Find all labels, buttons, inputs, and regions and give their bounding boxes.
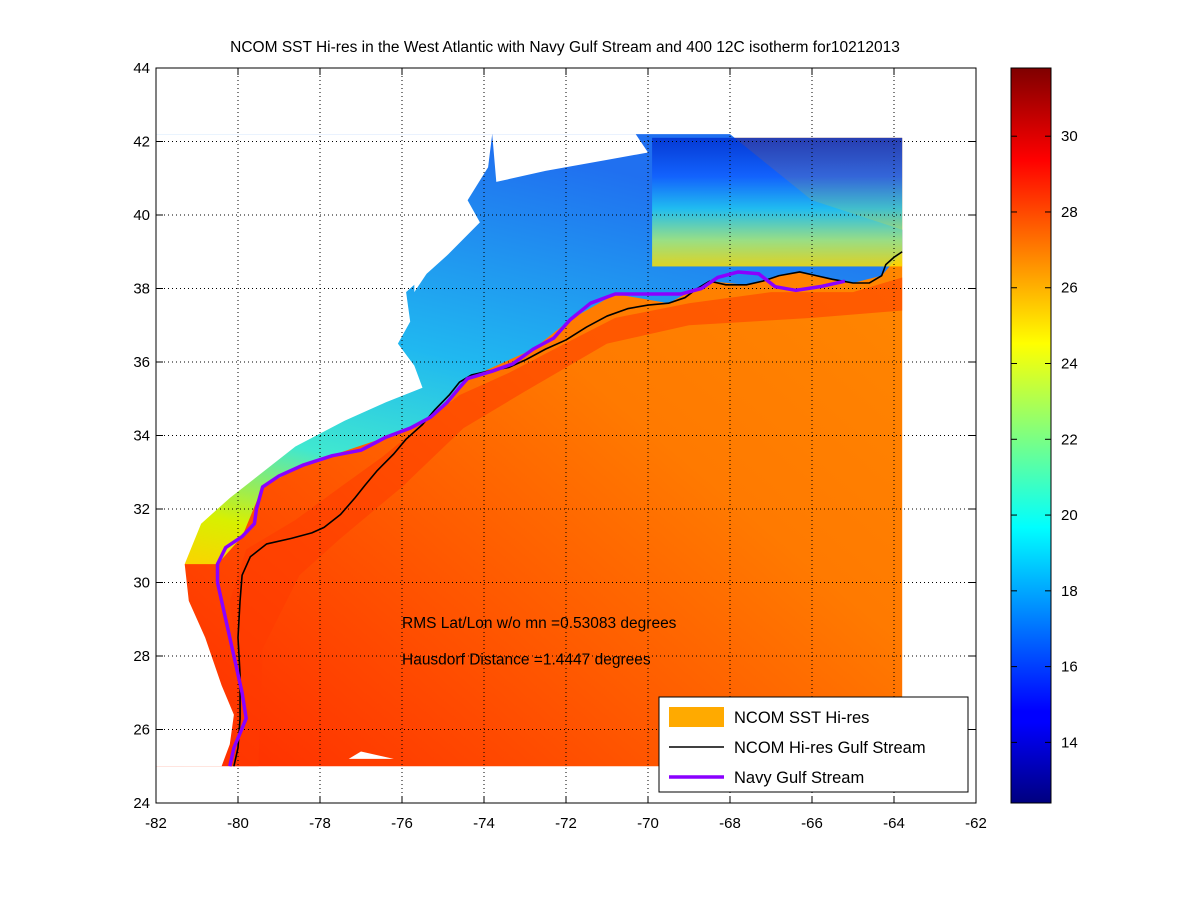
y-tick-label: 38 [133, 281, 150, 298]
colorbar-tick-label: 22 [1061, 431, 1078, 448]
x-tick-label: -64 [883, 815, 905, 832]
slope-water-band [652, 137, 903, 267]
y-tick-label: 26 [133, 722, 150, 739]
colorbar-tick-label: 26 [1061, 280, 1078, 297]
y-tick-label: 30 [133, 575, 150, 592]
y-tick-label: 44 [133, 60, 150, 77]
chart-title: NCOM SST Hi-res in the West Atlantic wit… [230, 39, 900, 56]
legend-label: NCOM Hi-res Gulf Stream [734, 739, 926, 757]
land-mask-1 [492, 134, 648, 182]
rms-annotation: RMS Lat/Lon w/o mn =0.53083 degrees [402, 615, 677, 632]
y-tick-label: 34 [133, 428, 150, 445]
colorbar-tick-label: 24 [1061, 356, 1078, 373]
y-tick-label: 42 [133, 134, 150, 151]
colorbar-tick-label: 28 [1061, 204, 1078, 221]
legend: NCOM SST Hi-res NCOM Hi-res Gulf Stream Na… [658, 696, 969, 793]
series-line-ncom-hi-res-gulf-stream [233, 251, 903, 767]
axes: -82 -80 -78 -76 -74 -72 -70 -68 -66 -64 -62 24 26 28 3… [133, 60, 987, 832]
y-tick-label: 24 [133, 795, 150, 812]
land-mask-3 [348, 751, 394, 759]
legend-label: NCOM SST Hi-res [734, 709, 869, 727]
land-mask-2 [414, 244, 427, 293]
y-tick-label: 32 [133, 501, 150, 518]
x-tick-label: -72 [555, 815, 577, 832]
x-tick-label: -76 [391, 815, 413, 832]
x-tick-label: -82 [145, 815, 167, 832]
series-line-navy-gulf-stream [215, 270, 846, 767]
colorbar-tick-label: 14 [1061, 734, 1078, 751]
colorbar-tick-label: 20 [1061, 507, 1078, 524]
land-mask-0 [156, 134, 493, 767]
colorbar: 14 16 18 20 22 24 26 28 30 [1010, 67, 1078, 804]
hausdorf-annotation: Hausdorf Distance =1.4447 degrees [402, 652, 651, 669]
legend-label: Navy Gulf Stream [734, 769, 864, 787]
x-tick-label: -62 [965, 815, 987, 832]
y-tick-label: 36 [133, 354, 150, 371]
x-tick-label: -70 [637, 815, 659, 832]
x-tick-label: -78 [309, 815, 331, 832]
grid-lines [156, 68, 976, 803]
x-tick-label: -68 [719, 815, 741, 832]
x-tick-label: -80 [227, 815, 249, 832]
x-tick-label: -74 [473, 815, 495, 832]
sst-heatmap [156, 134, 903, 767]
y-tick-label: 28 [133, 648, 150, 665]
colorbar-tick-label: 16 [1061, 659, 1078, 676]
colorbar-tick-label: 18 [1061, 583, 1078, 600]
colorbar-gradient [1010, 67, 1052, 804]
x-tick-label: -66 [801, 815, 823, 832]
y-tick-label: 40 [133, 207, 150, 224]
colorbar-tick-label: 30 [1061, 128, 1078, 145]
legend-swatch-sst [669, 707, 724, 727]
series-lines [215, 251, 903, 767]
